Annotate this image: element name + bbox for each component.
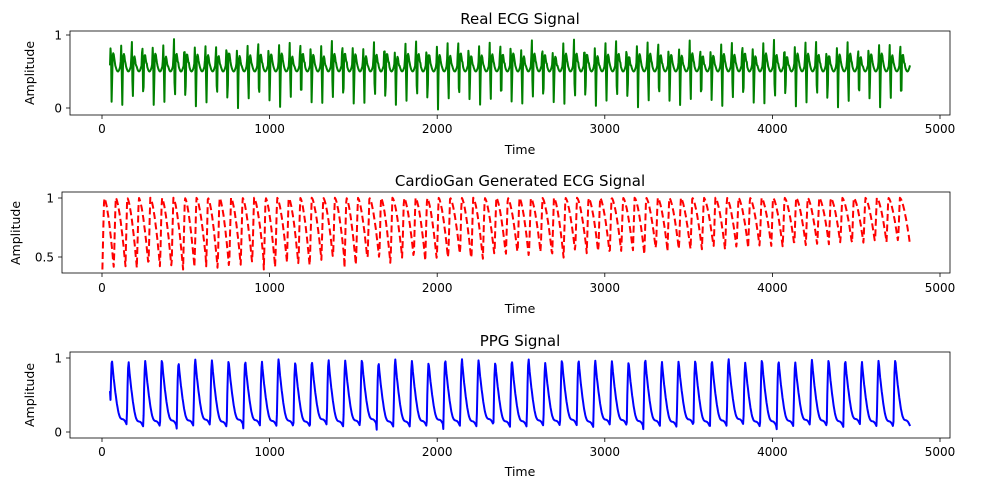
plot-frame	[69, 30, 951, 116]
x-tick-label: 1000	[254, 445, 285, 459]
plot-frame	[69, 351, 951, 439]
y-axis: 0 1 Amplitude	[22, 29, 70, 116]
x-axis-label: Time	[504, 142, 536, 157]
x-tick-label: 2000	[422, 122, 453, 136]
chart-title: CardioGan Generated ECG Signal	[395, 172, 645, 190]
x-tick-label: 3000	[590, 445, 621, 459]
panel-ppg: PPG Signal 0 1000 2000 3000 4000 5000 Ti…	[22, 332, 955, 479]
panel-real-ecg: Real ECG Signal 0 1000 2000 3000 4000 50…	[22, 10, 955, 157]
x-tick-label: 4000	[757, 445, 788, 459]
series-line	[109, 358, 911, 431]
x-tick-label: 0	[98, 281, 106, 295]
y-axis-label: Amplitude	[22, 41, 37, 105]
y-tick-label: 0	[54, 102, 62, 116]
x-tick-label: 0	[98, 445, 106, 459]
chart-title: PPG Signal	[480, 332, 561, 350]
x-tick-label: 4000	[757, 281, 788, 295]
x-axis: 0 1000 2000 3000 4000 5000 Time	[98, 115, 955, 157]
x-axis: 0 1000 2000 3000 4000 5000 Time	[98, 438, 955, 479]
x-tick-label: 0	[98, 122, 106, 136]
plot-area	[101, 196, 911, 271]
series-line	[101, 196, 911, 271]
x-tick-label: 4000	[757, 122, 788, 136]
y-tick-label: 1	[54, 29, 62, 43]
x-tick-label: 2000	[422, 445, 453, 459]
x-axis-label: Time	[504, 464, 536, 479]
y-tick-label: 0.5	[35, 251, 54, 265]
x-tick-label: 3000	[590, 122, 621, 136]
plot-frame	[61, 191, 951, 274]
y-tick-label: 1	[46, 192, 54, 206]
x-tick-label: 5000	[925, 281, 956, 295]
y-axis: 0 1 Amplitude	[22, 352, 70, 440]
y-axis-label: Amplitude	[22, 363, 37, 427]
plot-area	[109, 358, 911, 431]
panel-cardiogan-ecg: CardioGan Generated ECG Signal 0 1000 20…	[8, 172, 955, 316]
x-tick-label: 1000	[254, 281, 285, 295]
x-axis-label: Time	[504, 301, 536, 316]
y-axis-label: Amplitude	[8, 201, 23, 265]
x-tick-label: 1000	[254, 122, 285, 136]
series-line	[109, 38, 911, 111]
x-tick-label: 5000	[925, 122, 956, 136]
chart-title: Real ECG Signal	[460, 10, 580, 28]
x-tick-label: 3000	[590, 281, 621, 295]
y-tick-label: 0	[54, 426, 62, 440]
x-tick-label: 2000	[422, 281, 453, 295]
x-tick-label: 5000	[925, 445, 956, 459]
y-axis: 0.5 1 Amplitude	[8, 192, 62, 265]
plot-area	[109, 38, 911, 111]
y-tick-label: 1	[54, 352, 62, 366]
x-axis: 0 1000 2000 3000 4000 5000 Time	[98, 273, 955, 316]
